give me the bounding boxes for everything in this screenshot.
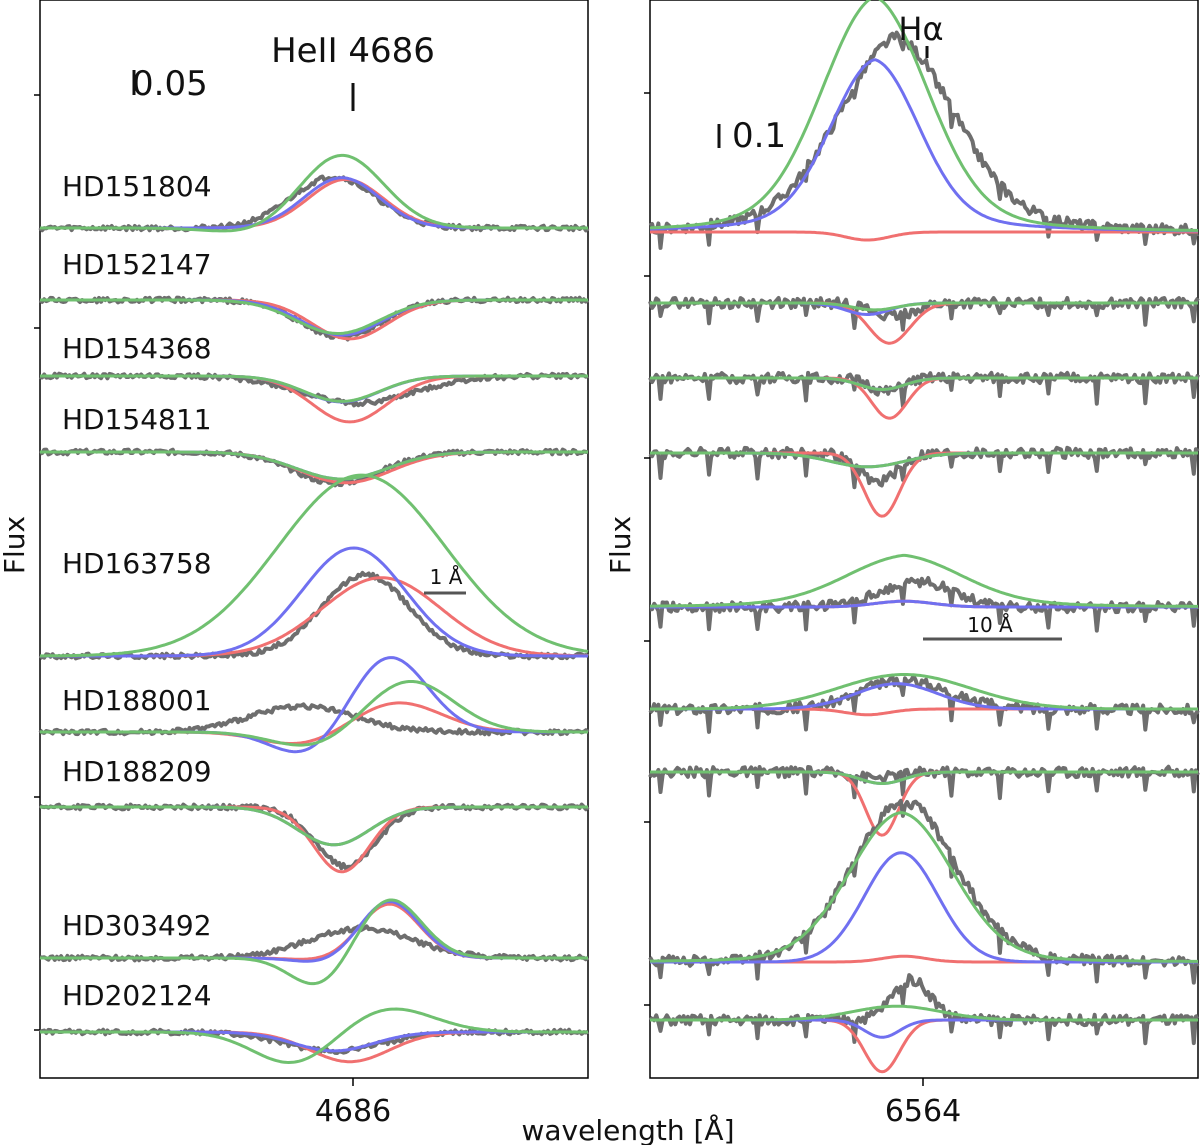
right-x-tick-label: 6564 bbox=[885, 1094, 961, 1129]
series-green-hd188001-heii bbox=[40, 680, 588, 747]
series-green-hd303492-heii bbox=[40, 898, 588, 986]
right-y-axis-label: Flux bbox=[604, 516, 637, 574]
series-red-hd154368-halpha bbox=[650, 376, 1198, 420]
series-blue-hd303492-halpha bbox=[650, 851, 1198, 964]
series-red-hd151804-halpha bbox=[650, 230, 1198, 242]
left-line-marker-label: HeII 4686 bbox=[271, 31, 435, 71]
series-observed-hd151804-halpha bbox=[648, 30, 1199, 250]
series-green-hd163758-heii bbox=[40, 473, 589, 658]
star-label-hd163758: HD163758 bbox=[62, 547, 212, 580]
star-label-hd303492: HD303492 bbox=[62, 909, 212, 942]
star-label-hd152147: HD152147 bbox=[62, 248, 212, 281]
x-axis-label: wavelength [Å] bbox=[521, 1113, 734, 1145]
series-observed-hd154368-halpha bbox=[648, 370, 1200, 409]
series-green-hd202124-halpha bbox=[650, 1004, 1198, 1022]
series-green-hd151804-halpha bbox=[649, 0, 1199, 232]
series-observed-hd154811-heii bbox=[39, 447, 589, 488]
series-green-hd154368-halpha bbox=[650, 376, 1198, 391]
star-label-hd188001: HD188001 bbox=[62, 684, 212, 717]
series-green-hd154811-heii bbox=[40, 450, 588, 481]
series-green-hd163758-halpha bbox=[650, 553, 1198, 608]
series-green-hd303492-halpha bbox=[650, 811, 1198, 963]
series-observed-hd154368-heii bbox=[39, 371, 589, 408]
series-observed-hd188001-halpha bbox=[648, 673, 1200, 734]
series-green-hd151804-heii bbox=[40, 153, 588, 233]
right-plot-frame bbox=[649, 0, 1199, 1079]
series-green-hd188001-halpha bbox=[650, 673, 1198, 711]
series-observed-hd188209-heii bbox=[39, 802, 590, 871]
series-green-hd152147-heii bbox=[40, 298, 588, 335]
left-wavelength-scale-label: 1 Å bbox=[430, 565, 463, 589]
star-label-hd202124: HD202124 bbox=[62, 979, 212, 1012]
left-flux-scale-label: 0.05 bbox=[132, 64, 208, 104]
star-label-hd154368: HD154368 bbox=[62, 332, 212, 365]
right-wavelength-scale-label: 10 Å bbox=[967, 613, 1013, 637]
series-blue-hd163758-heii bbox=[40, 546, 588, 658]
right-line-marker-label: Hα bbox=[898, 10, 943, 48]
heii-4686-panel: HD151804 HD152147 HD154368 HD154811 HD163758… bbox=[0, 0, 590, 1129]
series-blue-hd163758-halpha bbox=[650, 599, 1198, 609]
series-green-hd154811-halpha bbox=[650, 451, 1198, 469]
series-green-hd188209-heii bbox=[40, 805, 588, 847]
right-flux-scale-label: 0.1 bbox=[732, 116, 786, 156]
star-label-hd151804: HD151804 bbox=[62, 170, 212, 203]
h-alpha-panel: 0.1 Hα 10 Å 6564 Flux bbox=[604, 0, 1200, 1129]
series-green-hd188209-halpha bbox=[650, 770, 1198, 785]
series-red-hd202124-halpha bbox=[650, 1018, 1198, 1074]
star-label-hd154811: HD154811 bbox=[62, 403, 212, 436]
star-label-hd188209: HD188209 bbox=[62, 755, 212, 788]
series-green-hd152147-halpha bbox=[650, 301, 1198, 312]
series-green-hd154368-heii bbox=[40, 374, 588, 403]
series-green-hd202124-heii bbox=[40, 1007, 588, 1064]
left-y-axis-label: Flux bbox=[0, 516, 31, 574]
left-plot-frame bbox=[39, 0, 589, 1079]
series-red-hd154811-halpha bbox=[650, 451, 1198, 518]
left-x-tick-label: 4686 bbox=[315, 1094, 391, 1129]
